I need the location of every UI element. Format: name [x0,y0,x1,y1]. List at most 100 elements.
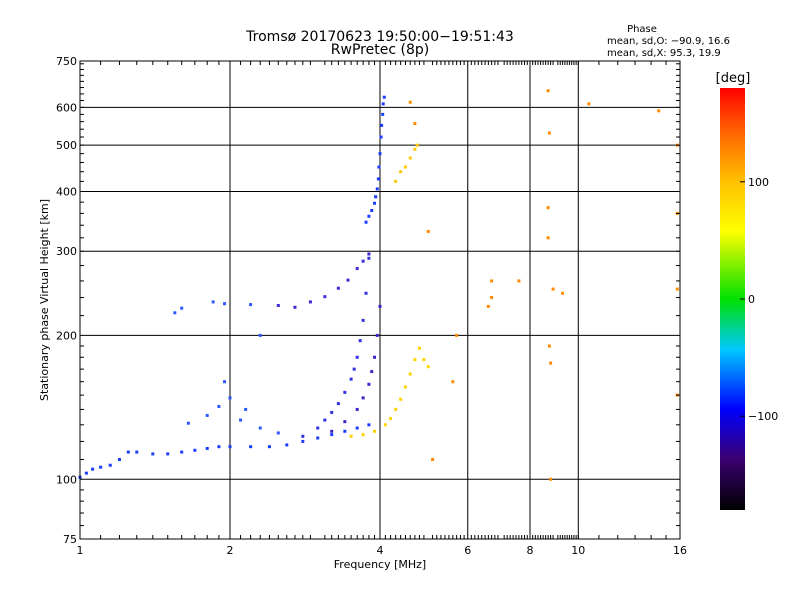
data-point [205,413,209,417]
data-point [173,311,177,315]
data-point [330,433,334,437]
phase-stats-o: mean, sd,O: −90.9, 16.6 [607,36,730,47]
data-point [349,377,353,381]
x-tick-label: 4 [377,544,384,557]
data-point [394,407,398,411]
y-tick-label: 300 [56,245,77,258]
data-point [323,295,327,299]
data-point [267,445,271,449]
data-point [561,291,565,295]
data-point [228,396,232,400]
data-point [211,300,215,304]
data-point [375,333,379,337]
data-point [276,303,280,307]
data-point [249,303,253,307]
data-point [426,229,430,233]
data-point [228,445,232,449]
data-point [380,123,384,127]
data-point [193,448,197,452]
y-tick-label: 400 [56,185,77,198]
chart-title: Tromsø 20170623 19:50:00−19:51:43 [245,29,514,45]
data-point [413,358,417,362]
data-point [244,407,248,411]
data-point [378,304,382,308]
y-tick-label: 500 [56,139,77,152]
data-point [549,361,553,365]
data-point [549,477,553,481]
data-point [675,287,679,291]
data-point [413,122,417,126]
data-point [486,304,490,308]
phase-stats-heading: Phase [627,24,657,35]
x-tick-label: 16 [673,544,687,557]
data-point [367,256,371,260]
data-point [180,450,184,454]
colorbar-label: [deg] [716,71,751,86]
data-point [373,201,377,205]
data-point [657,109,661,113]
data-point [223,380,227,384]
data-point [383,423,387,427]
data-point [490,279,494,283]
colorbar-tick-label: −100 [748,410,778,423]
data-point [382,95,386,99]
data-point [417,346,421,350]
data-point [408,156,412,160]
data-point [346,278,350,282]
data-point [546,89,550,93]
data-point [367,252,371,256]
data-point [547,131,551,135]
data-point [403,385,407,389]
data-point [355,355,359,359]
data-point [217,404,221,408]
y-tick-label: 200 [56,329,77,342]
data-point [490,296,494,300]
data-point [364,291,368,295]
data-point [373,429,377,433]
data-point [389,417,393,421]
data-point [364,220,368,224]
data-point [343,420,347,424]
data-point [367,423,371,427]
data-point [352,367,356,371]
data-point [415,143,419,147]
data-point [349,434,353,438]
data-point [151,452,155,456]
x-tick-label: 10 [571,544,585,557]
data-point [547,344,551,348]
data-point [451,380,455,384]
data-point [343,390,347,394]
axis-layer: 1 2 4 6 8 10 16 75 100 200 300 400 500 600 750 [56,55,687,557]
data-point [403,165,407,169]
data-point [394,179,398,183]
data-point [308,300,312,304]
data-point [84,471,88,475]
data-point [361,318,365,322]
data-point [367,382,371,386]
data-point [373,355,377,359]
data-point [343,429,347,433]
data-point [381,102,385,106]
data-point [217,445,221,449]
data-point [117,457,121,461]
data-point [361,259,365,263]
data-point [330,410,334,414]
data-point [108,463,112,467]
data-point [426,365,430,369]
x-tick-label: 2 [227,544,234,557]
x-tick-label: 6 [464,544,471,557]
data-point [258,333,262,337]
data-point [546,236,550,240]
data-point [355,267,359,271]
data-point [551,287,555,291]
data-point [249,445,253,449]
data-point [377,165,381,169]
chart-subtitle: RwPretec (8p) [331,42,429,58]
x-tick-label: 8 [527,544,534,557]
data-point [285,443,289,447]
data-point [422,358,426,362]
data-point [355,426,359,430]
data-point [223,302,227,306]
data-point [399,397,403,401]
